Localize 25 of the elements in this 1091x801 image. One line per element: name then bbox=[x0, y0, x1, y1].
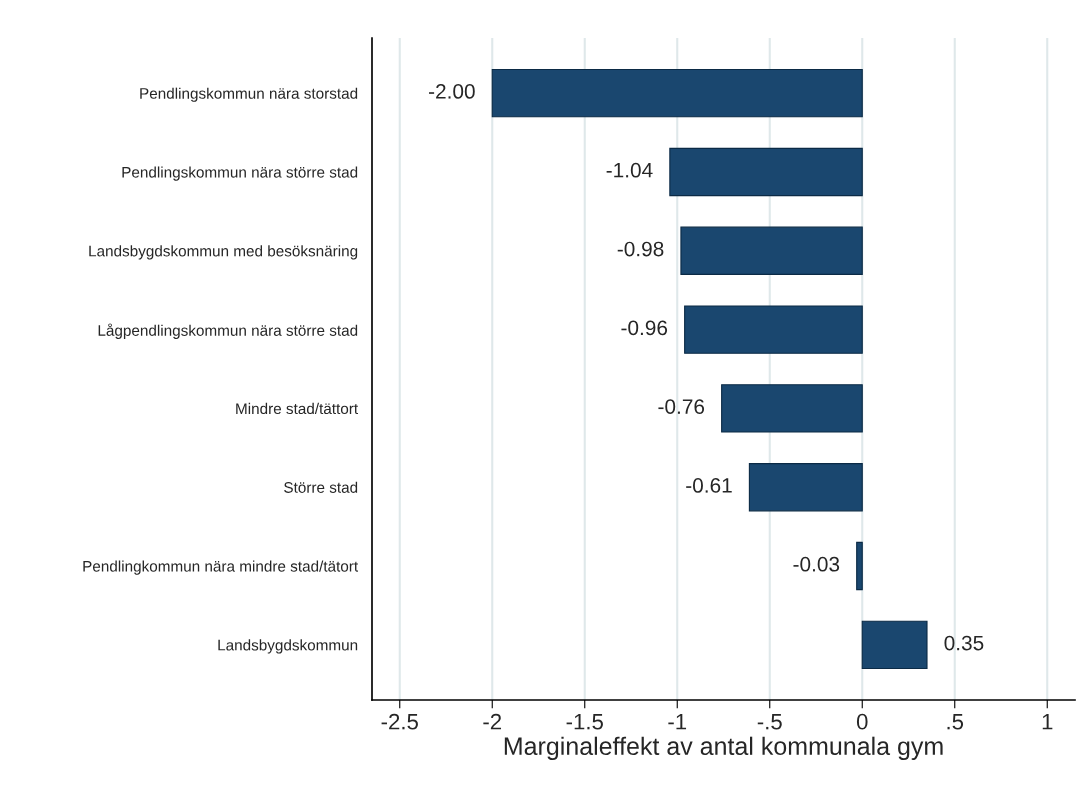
x-tick-label: -.5 bbox=[757, 714, 782, 730]
x-tick-label: .5 bbox=[947, 714, 964, 730]
data-label: -0.61 bbox=[686, 478, 732, 493]
x-axis-title: Marginaleffekt av antal kommunala gym bbox=[504, 736, 943, 760]
data-label: -0.98 bbox=[617, 241, 664, 257]
y-tick-label: Pendlingskommun nära större stad bbox=[122, 166, 358, 181]
x-tick-label: -1 bbox=[668, 714, 687, 730]
data-label: -0.03 bbox=[793, 556, 840, 572]
data-label: -0.76 bbox=[658, 399, 705, 414]
y-tick-label: Landsbygdskommun med besöksnäring bbox=[89, 245, 358, 260]
data-label: -1.04 bbox=[606, 162, 653, 178]
y-tick-label: Landsbygdskommun bbox=[218, 639, 358, 654]
data-label: 0.35 bbox=[944, 635, 984, 651]
x-tick-label: -1.5 bbox=[566, 714, 603, 730]
x-tick-label: -2.5 bbox=[381, 713, 418, 730]
x-tick-label: -2 bbox=[483, 713, 502, 730]
data-label: -0.96 bbox=[621, 320, 668, 336]
y-tick-label: Pendlingkommun nära mindre stad/tätort bbox=[83, 560, 359, 575]
y-tick-label: Pendlingskommun nära storstad bbox=[140, 87, 358, 102]
data-label: -2.00 bbox=[429, 84, 475, 99]
y-tick-label: Lågpendlingskommun nära större stad bbox=[98, 323, 358, 339]
x-tick-label: 0 bbox=[856, 713, 868, 730]
y-tick-label: Större stad bbox=[284, 481, 358, 493]
y-tick-label: Mindre stad/tättort bbox=[236, 402, 359, 415]
x-tick-label: 1 bbox=[1042, 714, 1053, 730]
